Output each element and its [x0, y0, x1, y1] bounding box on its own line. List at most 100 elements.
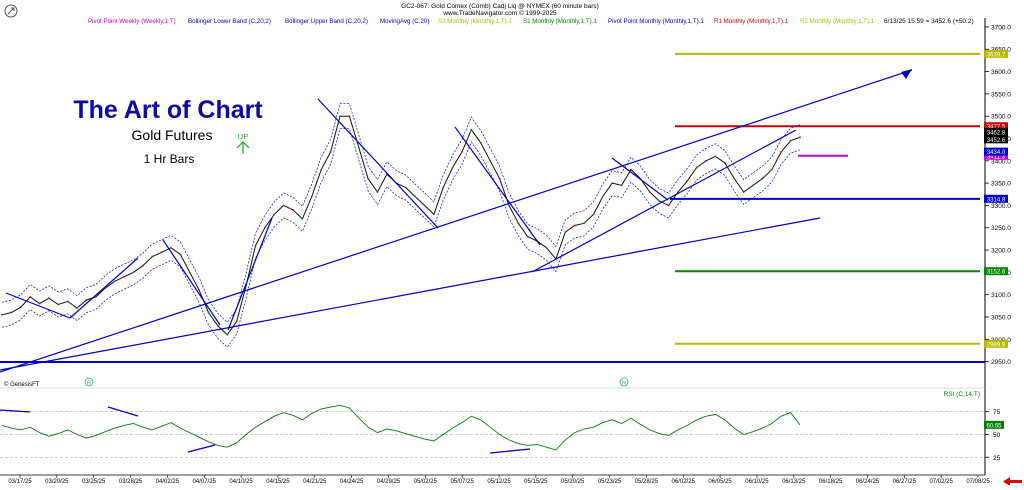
rsi-trendline	[0, 409, 31, 413]
level-tag-label: 3152.6	[987, 270, 1006, 276]
level-tag	[984, 194, 1008, 203]
last-value-tag	[984, 147, 1008, 156]
r-marker-2-label: R	[622, 381, 626, 387]
trendline	[454, 126, 541, 246]
price-point	[451, 166, 454, 169]
price-point	[1, 313, 3, 316]
price-point	[151, 255, 154, 258]
level-tag-label: 3639.7	[987, 52, 1006, 58]
price-point	[273, 213, 276, 216]
x-tick-label: 04/02/25	[156, 479, 180, 485]
price-point	[442, 186, 445, 189]
trendline	[317, 98, 439, 229]
price-point	[301, 217, 304, 220]
price-point	[526, 235, 529, 238]
x-tick-label: 03/17/25	[8, 479, 32, 485]
price-point	[57, 303, 60, 306]
x-tick-label: 07/02/25	[929, 479, 953, 485]
legend-item: Bollinger Lower Band (C,20,2)	[188, 18, 271, 25]
price-point	[592, 213, 595, 216]
last-value-tag	[984, 135, 1008, 144]
x-tick-label: 07/08/25	[966, 479, 990, 485]
x-tick-label: 05/02/25	[414, 479, 438, 485]
price-point	[630, 168, 632, 171]
price-point	[123, 275, 125, 278]
legend: Pivot Point Weekly (Weekly,1,T) Bollinger…	[88, 18, 875, 25]
trend-arrowhead	[901, 69, 912, 79]
rsi-panel: 25 50 75 60.55	[0, 404, 1004, 462]
up-label: UP	[238, 132, 248, 141]
price-point	[226, 333, 229, 336]
trendline	[162, 239, 221, 326]
price-point	[376, 191, 379, 193]
rsi-trendline	[187, 444, 216, 453]
y-tick-label: 3300.0	[991, 203, 1011, 210]
price-point	[742, 191, 745, 193]
price-point	[799, 136, 801, 139]
price-point	[367, 177, 369, 180]
level-tag-label: 3314.8	[987, 197, 1006, 203]
x-tick-label: 04/24/25	[340, 479, 364, 485]
price-point	[179, 253, 182, 256]
price-point	[733, 177, 736, 180]
price-point	[517, 222, 520, 225]
price-point	[113, 280, 116, 283]
trendline	[0, 217, 821, 371]
legend-item: Pivot Point Weekly (Weekly,1,T)	[88, 18, 176, 25]
price-point	[695, 166, 698, 169]
last-value-label: 3452.6	[987, 138, 1006, 144]
rsi-tick-label: 25	[993, 455, 1001, 462]
rsi-tick-label: 75	[993, 409, 1001, 416]
x-tick-label: 06/05/25	[708, 479, 732, 485]
red-arrow-icon	[1003, 477, 1022, 486]
corner-arrow-icon	[7, 7, 15, 15]
price-point	[282, 204, 285, 207]
rsi-trendline	[489, 448, 531, 454]
trendline	[0, 69, 913, 373]
y-tick-label: 3250.0	[991, 225, 1011, 232]
level-tag-label: 2989.9	[987, 342, 1006, 348]
brand-subtitle: Gold Futures	[132, 127, 213, 143]
y-tick-label: 3050.0	[991, 314, 1011, 321]
x-tick-label: 04/15/25	[266, 479, 290, 485]
price-point	[752, 184, 754, 187]
legend-item: R2 Monthly (Monthly,1,T).1	[800, 18, 875, 25]
price-point	[648, 191, 651, 193]
x-tick-label: 06/13/25	[782, 479, 806, 485]
trendline	[611, 157, 669, 201]
brand-bars: 1 Hr Bars	[144, 152, 195, 166]
price-point	[761, 177, 764, 180]
price-point	[188, 271, 191, 274]
legend-item: Bollinger Upper Band (C,20,2)	[285, 18, 368, 25]
y-tick-label: 3700.0	[991, 24, 1011, 31]
up-arrow-icon	[236, 141, 250, 154]
price-point	[423, 204, 426, 207]
x-tick-label: 06/24/25	[856, 479, 880, 485]
price-point	[414, 195, 416, 198]
rsi-label: RSI (C,14,T)	[944, 391, 980, 398]
price-point	[564, 231, 567, 234]
level-tag	[984, 339, 1008, 348]
header-line1: GC2-067: Gold Comex (Comb) Cadj Liq @ NY…	[401, 3, 599, 10]
source-label: © GenesisFT	[4, 381, 40, 388]
x-tick-label: 06/10/25	[745, 479, 769, 485]
rsi-last-tag	[984, 420, 1004, 429]
price-point	[620, 184, 623, 187]
x-tick-label: 05/07/25	[450, 479, 474, 485]
price-point	[667, 204, 670, 207]
bollinger-upper-line	[1, 103, 801, 323]
price-point	[348, 115, 351, 118]
price-point	[508, 204, 510, 207]
price-point	[780, 151, 783, 153]
trendline	[227, 217, 273, 331]
price-point	[573, 224, 576, 227]
x-tick-label: 05/28/25	[635, 479, 659, 485]
x-tick-label: 03/28/25	[119, 479, 143, 485]
x-tick-label: 04/21/25	[303, 479, 327, 485]
rsi-tick-label: 50	[993, 432, 1001, 439]
price-point	[789, 139, 792, 142]
x-tick-label: 03/20/25	[45, 479, 69, 485]
price-point	[95, 296, 97, 298]
y-tick-label: 3350.0	[991, 181, 1011, 188]
